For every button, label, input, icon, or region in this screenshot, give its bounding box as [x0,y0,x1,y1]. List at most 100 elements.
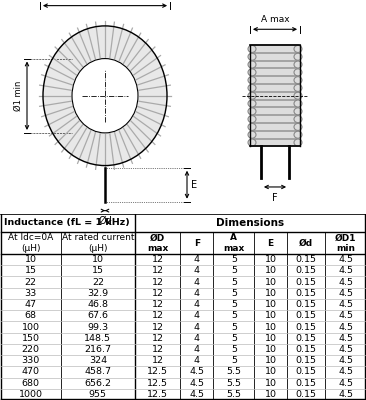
Text: 4: 4 [194,345,200,354]
Ellipse shape [248,61,256,68]
Text: 12: 12 [152,356,164,365]
Text: 0.15: 0.15 [296,334,317,343]
Text: 148.5: 148.5 [84,334,111,343]
Ellipse shape [248,100,256,107]
Text: 68: 68 [25,311,37,320]
Text: F: F [194,238,200,248]
Text: At Idc=0A
(μH): At Idc=0A (μH) [8,233,53,253]
Text: 4.5: 4.5 [338,289,353,298]
Text: 656.2: 656.2 [84,379,111,388]
Text: 12.5: 12.5 [147,390,168,399]
Text: 4.5: 4.5 [338,356,353,365]
Text: 4.5: 4.5 [338,278,353,286]
Text: 15: 15 [92,266,104,275]
Text: At rated current
(μH): At rated current (μH) [61,233,134,253]
Ellipse shape [294,92,302,99]
Text: 12: 12 [152,345,164,354]
Text: Dimensions: Dimensions [216,218,284,228]
Text: Ød: Ød [299,238,313,248]
Text: 10: 10 [265,356,277,365]
Text: 4: 4 [194,356,200,365]
Text: 5.5: 5.5 [226,368,241,376]
Text: 10: 10 [265,289,277,298]
Ellipse shape [294,100,302,107]
Text: 4.5: 4.5 [338,255,353,264]
Ellipse shape [248,84,256,92]
Text: 5: 5 [231,322,237,332]
Text: 10: 10 [265,368,277,376]
Text: A
max: A max [223,233,244,253]
Text: 33: 33 [25,289,37,298]
Text: 4.5: 4.5 [190,390,205,399]
Text: 4: 4 [194,278,200,286]
Text: 10: 10 [265,311,277,320]
Text: 12.5: 12.5 [147,368,168,376]
Text: 10: 10 [265,345,277,354]
Text: 0.15: 0.15 [296,390,317,399]
Text: 4: 4 [194,289,200,298]
Text: 0.15: 0.15 [296,368,317,376]
Text: 10: 10 [25,255,37,264]
Ellipse shape [294,77,302,84]
Text: 10: 10 [265,322,277,332]
Ellipse shape [248,77,256,84]
Ellipse shape [294,46,302,52]
Ellipse shape [294,139,302,146]
Ellipse shape [248,69,256,76]
Text: 47: 47 [25,300,37,309]
Text: F: F [272,192,278,202]
Text: 5: 5 [231,266,237,275]
Text: 12: 12 [152,278,164,286]
Text: 5: 5 [231,278,237,286]
Ellipse shape [248,139,256,146]
Ellipse shape [294,69,302,76]
Text: 0.15: 0.15 [296,356,317,365]
Text: 0.15: 0.15 [296,345,317,354]
Text: 4: 4 [194,322,200,332]
Ellipse shape [294,124,302,130]
Text: 4: 4 [194,300,200,309]
Text: A max: A max [261,15,289,24]
Text: 100: 100 [22,322,40,332]
Ellipse shape [294,53,302,60]
Text: 324: 324 [89,356,107,365]
Text: 12: 12 [152,334,164,343]
Text: 32.9: 32.9 [87,289,108,298]
Ellipse shape [294,131,302,138]
Text: 12: 12 [152,289,164,298]
Text: 22: 22 [92,278,104,286]
Text: 955: 955 [89,390,107,399]
FancyBboxPatch shape [250,45,300,146]
Text: 4: 4 [194,311,200,320]
Text: 0.15: 0.15 [296,266,317,275]
Text: 5: 5 [231,334,237,343]
Ellipse shape [248,124,256,130]
Text: 4.5: 4.5 [338,390,353,399]
Text: 0.15: 0.15 [296,300,317,309]
Text: Ø1 min: Ø1 min [14,80,23,111]
Ellipse shape [294,61,302,68]
Text: ØD
max: ØD max [147,233,168,253]
Text: 12: 12 [152,266,164,275]
Text: 5: 5 [231,345,237,354]
Text: 458.7: 458.7 [84,368,111,376]
Text: 470: 470 [22,368,40,376]
Text: Inductance (fL = 1 kHz): Inductance (fL = 1 kHz) [4,218,130,228]
Text: 10: 10 [265,255,277,264]
Text: Ød: Ød [98,216,112,226]
Text: 0.15: 0.15 [296,379,317,388]
Text: 1000: 1000 [19,390,42,399]
Text: 5.5: 5.5 [226,390,241,399]
Text: 0.15: 0.15 [296,278,317,286]
Text: 4.5: 4.5 [338,300,353,309]
Text: 4.5: 4.5 [338,368,353,376]
Text: 5: 5 [231,300,237,309]
Text: 4: 4 [194,334,200,343]
Text: 0.15: 0.15 [296,289,317,298]
Ellipse shape [248,46,256,52]
Text: 5.5: 5.5 [226,379,241,388]
Text: 4: 4 [194,266,200,275]
Text: 680: 680 [22,379,40,388]
Text: 220: 220 [22,345,40,354]
Text: 10: 10 [265,390,277,399]
